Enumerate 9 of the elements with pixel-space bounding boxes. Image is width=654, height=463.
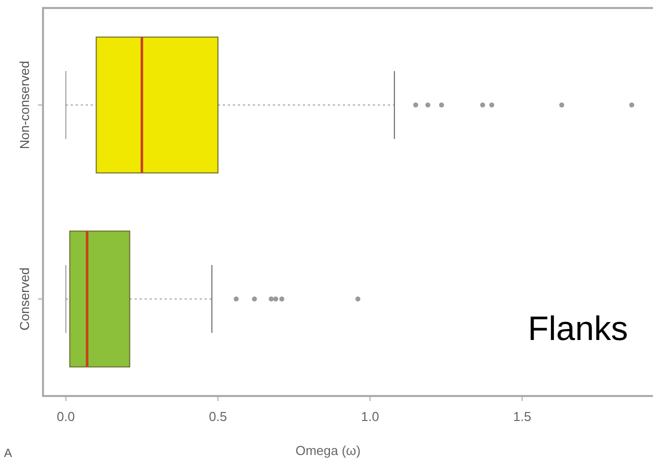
x-axis-title: Omega (ω) [295, 443, 361, 458]
text: A [4, 446, 12, 460]
x-tick-label: 1.5 [513, 409, 532, 424]
annotation: Flanks [528, 310, 628, 348]
y-tick-label: Conserved [17, 268, 32, 330]
x-tick-label: 0.5 [208, 409, 227, 424]
y-tick-label: Non-conserved [17, 60, 32, 150]
x-tick-label: 1.0 [361, 409, 380, 424]
x-tick-label: 0.0 [56, 409, 75, 424]
